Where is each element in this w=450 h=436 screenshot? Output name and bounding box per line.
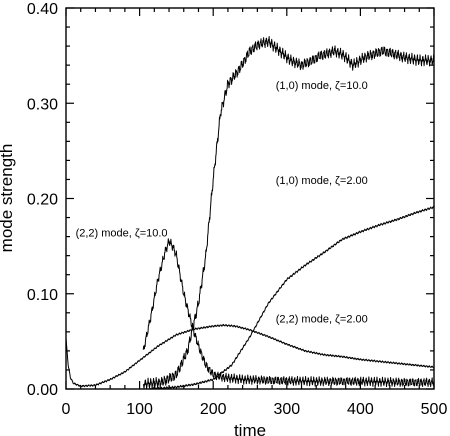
series-line-3 (142, 238, 435, 388)
y-tick-label: 0.40 (27, 1, 58, 18)
series-annotation: (2,2) mode, ζ=10.0 (76, 228, 168, 240)
series-line-4 (65, 323, 435, 388)
x-tick-label: 0 (62, 401, 71, 418)
x-tick-label: 500 (421, 401, 448, 418)
x-tick-label: 100 (126, 401, 153, 418)
x-axis-label: time (234, 421, 266, 436)
axes-layer: 0 100 200 300 400 500 0.00 0.10 0.20 0.30 0.40 (27, 1, 448, 418)
y-tick-label: 0.30 (27, 96, 58, 113)
x-tick-label: 400 (347, 401, 374, 418)
series-annotation: (1,0) mode, ζ=10.0 (276, 80, 368, 92)
annotation-layer: (1,0) mode, ζ=10.0 (1,0) mode, ζ=2.00 (2,2… (76, 80, 368, 325)
y-tick-label: 0.00 (27, 382, 58, 399)
series-annotation: (2,2) mode, ζ=2.00 (276, 313, 368, 325)
plot-frame (65, 7, 435, 390)
series-annotation: (1,0) mode, ζ=2.00 (276, 175, 368, 187)
y-tick-label: 0.10 (27, 287, 58, 304)
x-tick-label: 200 (200, 401, 227, 418)
y-axis-label: mode strength (0, 144, 16, 253)
y-tick-label: 0.20 (27, 192, 58, 209)
series-line-2 (150, 205, 435, 390)
x-tick-label: 300 (273, 401, 300, 418)
series-layer (65, 35, 435, 390)
